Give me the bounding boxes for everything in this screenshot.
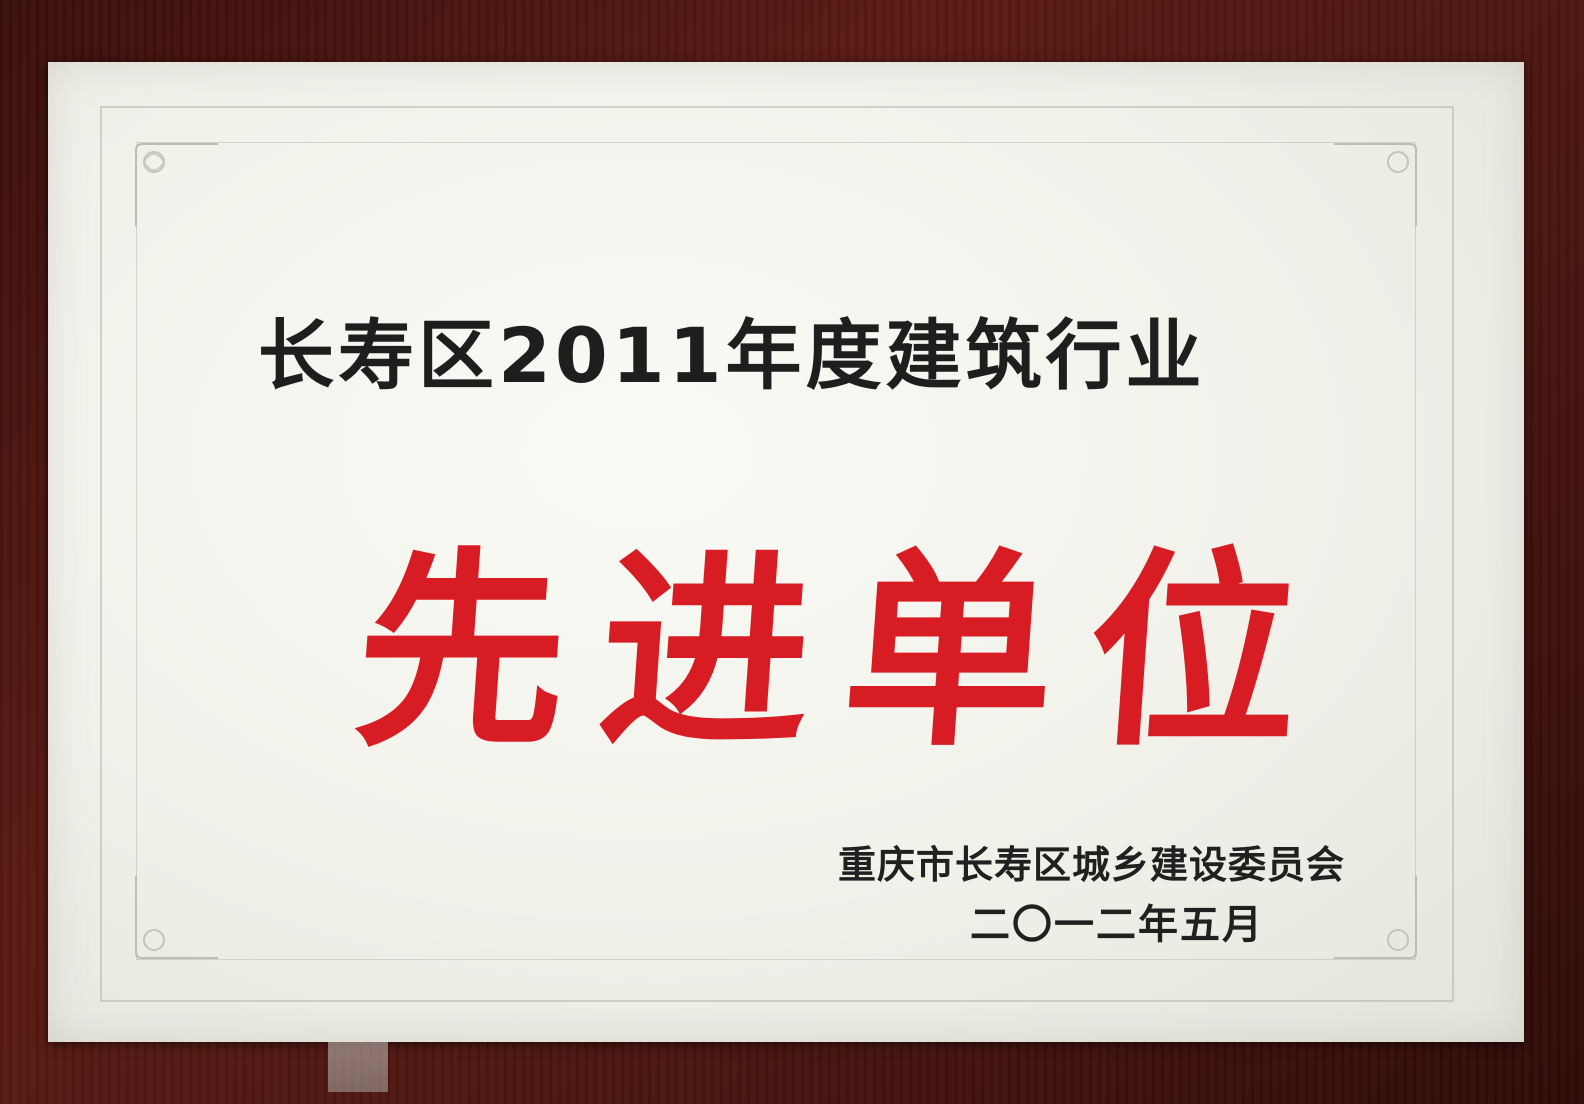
award-plaque: 长寿区2011年度建筑行业 先进单位 重庆市长寿区城乡建设委员会 二〇一二年五月 (48, 62, 1524, 1092)
issuing-organization: 重庆市长寿区城乡建设委员会 (838, 843, 1346, 887)
floral-corner-icon (135, 143, 218, 226)
plaque-outer-border (100, 106, 1454, 1002)
floral-corner-icon (1334, 143, 1417, 226)
issue-date: 二〇一二年五月 (970, 902, 1264, 948)
plaque-inner-border (136, 142, 1416, 960)
plaque-title: 长寿区2011年度建筑行业 (258, 311, 1206, 400)
floral-corner-icon (1334, 876, 1417, 959)
award-name: 先进单位 (348, 528, 1342, 775)
floral-corner-icon (135, 876, 218, 959)
surface-mark (328, 1042, 388, 1092)
